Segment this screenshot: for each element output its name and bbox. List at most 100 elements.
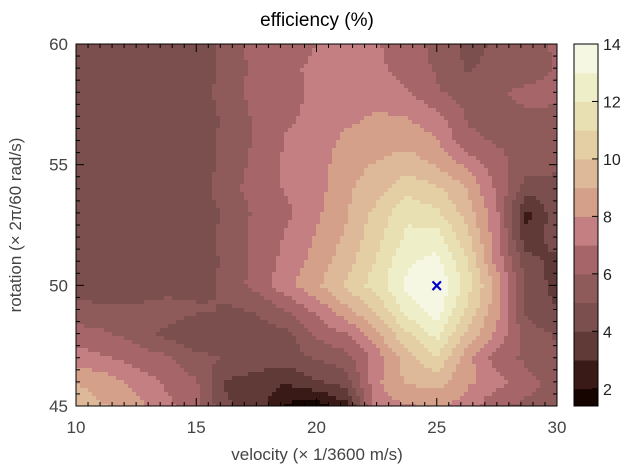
- contour-cell: [296, 196, 301, 201]
- contour-cell: [448, 160, 453, 165]
- contour-cell: [176, 208, 181, 213]
- contour-cell: [508, 152, 513, 157]
- contour-cell: [548, 48, 553, 53]
- contour-cell: [468, 192, 473, 197]
- contour-cell: [448, 136, 453, 141]
- contour-cell: [96, 76, 101, 81]
- contour-cell: [260, 108, 265, 113]
- contour-cell: [180, 180, 185, 185]
- contour-cell: [112, 124, 117, 129]
- contour-cell: [424, 156, 429, 161]
- contour-cell: [432, 132, 437, 137]
- contour-cell: [324, 56, 329, 61]
- contour-cell: [120, 52, 125, 57]
- contour-cell: [372, 184, 377, 189]
- contour-cell: [220, 72, 225, 77]
- contour-cell: [112, 88, 117, 93]
- contour-cell: [448, 164, 453, 169]
- contour-cell: [532, 88, 537, 93]
- contour-cell: [392, 132, 397, 137]
- contour-cell: [244, 180, 249, 185]
- contour-cell: [384, 144, 389, 149]
- contour-cell: [540, 64, 545, 69]
- contour-cell: [264, 104, 269, 109]
- contour-cell: [468, 60, 473, 65]
- contour-cell: [136, 84, 141, 89]
- contour-cell: [192, 172, 197, 177]
- contour-cell: [140, 184, 145, 189]
- contour-cell: [100, 128, 105, 133]
- contour-cell: [388, 96, 393, 101]
- contour-cell: [216, 76, 221, 81]
- contour-cell: [540, 60, 545, 65]
- contour-cell: [504, 68, 509, 73]
- contour-cell: [504, 116, 509, 121]
- contour-cell: [100, 164, 105, 169]
- contour-cell: [316, 140, 321, 145]
- contour-cell: [316, 72, 321, 77]
- contour-cell: [352, 44, 357, 49]
- contour-cell: [444, 104, 449, 109]
- contour-cell: [348, 140, 353, 145]
- contour-cell: [512, 88, 517, 93]
- contour-cell: [484, 96, 489, 101]
- contour-cell: [320, 168, 325, 173]
- contour-cell: [528, 192, 533, 197]
- contour-cell: [528, 60, 533, 65]
- contour-cell: [504, 96, 509, 101]
- contour-cell: [104, 96, 109, 101]
- contour-cell: [512, 136, 517, 141]
- contour-cell: [140, 188, 145, 193]
- contour-cell: [488, 180, 493, 185]
- contour-cell: [308, 140, 313, 145]
- contour-cell: [520, 100, 525, 105]
- contour-cell: [200, 124, 205, 129]
- contour-cell: [336, 128, 341, 133]
- contour-cell: [200, 52, 205, 57]
- contour-cell: [272, 124, 277, 129]
- contour-cell: [376, 100, 381, 105]
- contour-cell: [252, 188, 257, 193]
- contour-cell: [500, 156, 505, 161]
- contour-cell: [512, 148, 517, 153]
- contour-cell: [208, 52, 213, 57]
- contour-cell: [236, 48, 241, 53]
- contour-cell: [96, 44, 101, 49]
- contour-cell: [92, 180, 97, 185]
- contour-cell: [376, 44, 381, 49]
- contour-cell: [544, 196, 549, 201]
- contour-cell: [396, 200, 401, 205]
- contour-cell: [520, 164, 525, 169]
- contour-cell: [476, 188, 481, 193]
- contour-cell: [128, 116, 133, 121]
- contour-cell: [380, 112, 385, 117]
- contour-cell: [104, 204, 109, 209]
- contour-cell: [280, 204, 285, 209]
- contour-cell: [416, 56, 421, 61]
- contour-cell: [432, 80, 437, 85]
- contour-cell: [288, 180, 293, 185]
- contour-cell: [460, 96, 465, 101]
- contour-cell: [104, 144, 109, 149]
- contour-cell: [188, 64, 193, 69]
- contour-cell: [460, 136, 465, 141]
- contour-cell: [180, 196, 185, 201]
- contour-cell: [480, 60, 485, 65]
- contour-cell: [532, 52, 537, 57]
- contour-cell: [428, 176, 433, 181]
- contour-cell: [156, 168, 161, 173]
- contour-cell: [284, 132, 289, 137]
- contour-cell: [160, 180, 165, 185]
- contour-cell: [160, 44, 165, 49]
- contour-cell: [436, 100, 441, 105]
- contour-cell: [80, 52, 85, 57]
- contour-cell: [204, 100, 209, 105]
- contour-cell: [496, 152, 501, 157]
- contour-cell: [476, 196, 481, 201]
- contour-cell: [536, 44, 541, 49]
- contour-cell: [452, 176, 457, 181]
- contour-cell: [308, 176, 313, 181]
- contour-cell: [384, 172, 389, 177]
- contour-cell: [348, 124, 353, 129]
- contour-cell: [88, 192, 93, 197]
